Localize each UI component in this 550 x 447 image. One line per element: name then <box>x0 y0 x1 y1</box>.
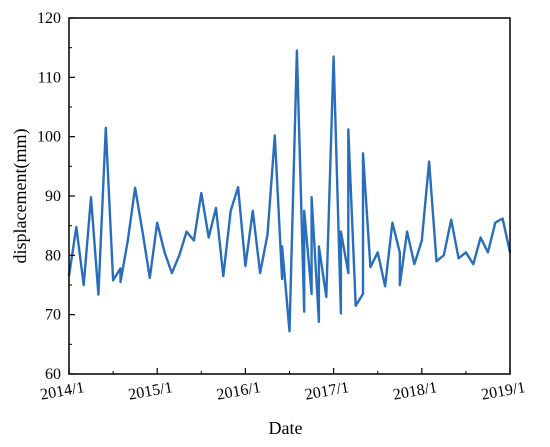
y-tick-label: 110 <box>38 69 61 86</box>
y-tick-label: 80 <box>45 247 61 264</box>
series-line <box>67 49 512 333</box>
y-axis-title: displacement(mm) <box>10 129 31 264</box>
series-layer <box>67 49 512 333</box>
y-tick-label: 60 <box>45 366 61 383</box>
y-tick-label: 70 <box>45 307 61 324</box>
x-axis-title: Date <box>269 418 303 438</box>
y-tick-label: 120 <box>37 10 61 27</box>
y-tick-label: 100 <box>37 129 61 146</box>
y-axis-ticks: 60 70 80 90 100 110 120 <box>37 10 75 383</box>
y-tick-label: 90 <box>45 188 61 205</box>
